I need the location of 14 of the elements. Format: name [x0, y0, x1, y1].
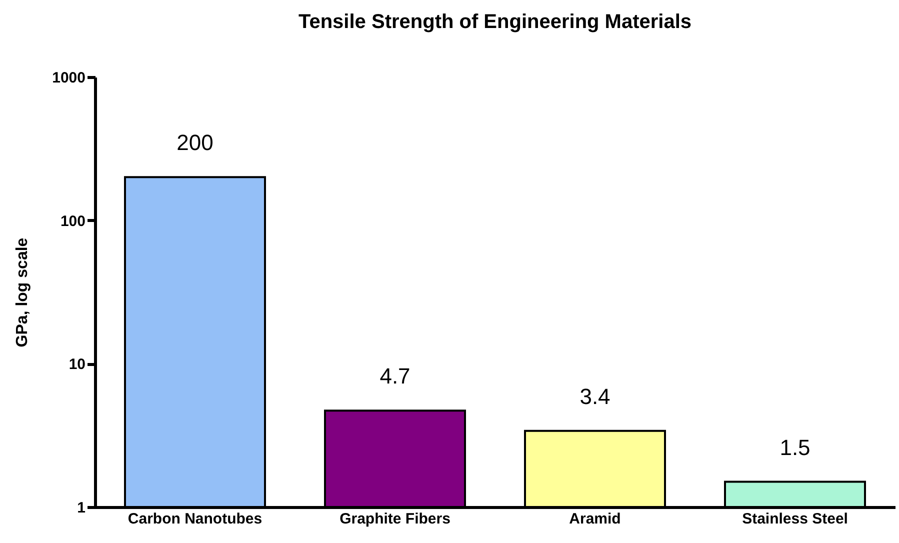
data-label: 200 — [176, 130, 214, 156]
data-label: 3.4 — [580, 384, 610, 409]
chart-title: Tensile Strength of Engineering Materials — [298, 11, 692, 33]
x-tick-label: Stainless Steel — [742, 510, 848, 528]
y-tick-label: 10 — [68, 356, 86, 374]
x-tick-label: Graphite Fibers — [340, 510, 450, 528]
x-tick-label: Aramid — [569, 510, 621, 528]
x-tick-label: Carbon Nanotubes — [128, 510, 262, 528]
data-label: 4.7 — [380, 364, 410, 389]
y-tick-label: 1 — [77, 500, 86, 516]
data-label: 1.5 — [780, 434, 810, 460]
y-tick-label: 1000 — [52, 70, 86, 86]
y-tick-label: 100 — [60, 212, 86, 230]
y-axis-title: GPa, log scale — [14, 238, 32, 348]
